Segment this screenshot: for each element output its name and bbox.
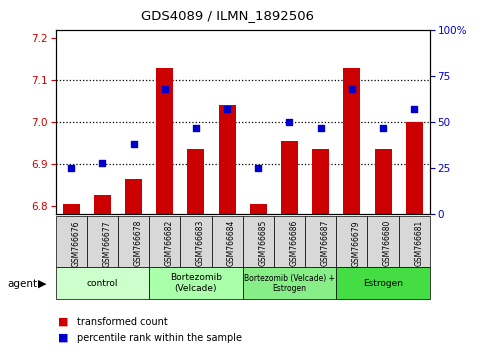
Bar (156, 68, 173, 214)
Text: percentile rank within the sample: percentile rank within the sample (77, 333, 242, 343)
Bar (398, 216, 430, 267)
Text: GSM766685: GSM766685 (258, 220, 267, 267)
Bar (63, 204, 80, 214)
Text: control: control (86, 279, 118, 288)
Bar (125, 179, 142, 214)
Point (223, 107, 231, 112)
Bar (336, 216, 368, 267)
Bar (218, 105, 236, 214)
Bar (87, 216, 118, 267)
Bar (312, 149, 329, 214)
Point (192, 125, 200, 131)
Bar (56, 216, 87, 267)
Bar (242, 267, 336, 299)
Point (317, 125, 325, 131)
Bar (274, 216, 305, 267)
Text: GSM766686: GSM766686 (289, 220, 298, 267)
Text: GDS4089 / ILMN_1892506: GDS4089 / ILMN_1892506 (141, 9, 313, 22)
Bar (149, 216, 180, 267)
Text: GSM766684: GSM766684 (227, 220, 236, 267)
Bar (56, 267, 149, 299)
Bar (94, 195, 111, 214)
Text: GSM766679: GSM766679 (352, 220, 361, 267)
Text: agent: agent (7, 279, 37, 289)
Bar (336, 267, 430, 299)
Text: GSM766683: GSM766683 (196, 220, 205, 267)
Text: Bortezomib (Velcade) +
Estrogen: Bortezomib (Velcade) + Estrogen (244, 274, 335, 293)
Text: Estrogen: Estrogen (363, 279, 403, 288)
Bar (368, 216, 398, 267)
Bar (149, 267, 242, 299)
Text: GSM766682: GSM766682 (165, 220, 174, 266)
Text: GSM766681: GSM766681 (414, 220, 423, 266)
Point (67, 165, 75, 171)
Text: GSM766678: GSM766678 (133, 220, 142, 267)
Point (255, 165, 262, 171)
Point (161, 86, 169, 92)
Point (379, 125, 387, 131)
Text: transformed count: transformed count (77, 317, 168, 327)
Point (285, 119, 293, 125)
Bar (180, 216, 212, 267)
Text: GSM766677: GSM766677 (102, 220, 112, 267)
Text: Bortezomib
(Velcade): Bortezomib (Velcade) (170, 274, 222, 293)
Bar (250, 204, 267, 214)
Point (99, 160, 106, 165)
Bar (118, 216, 149, 267)
Bar (242, 216, 274, 267)
Text: ■: ■ (58, 333, 69, 343)
Point (348, 86, 356, 92)
Bar (343, 68, 360, 214)
Point (129, 141, 137, 147)
Text: ▶: ▶ (38, 279, 46, 289)
Bar (305, 216, 336, 267)
Text: GSM766687: GSM766687 (321, 220, 330, 267)
Bar (281, 141, 298, 214)
Text: GSM766680: GSM766680 (383, 220, 392, 267)
Point (411, 107, 418, 112)
Bar (212, 216, 242, 267)
Text: GSM766676: GSM766676 (71, 220, 80, 267)
Bar (406, 122, 423, 214)
Text: ■: ■ (58, 317, 69, 327)
Bar (374, 149, 392, 214)
Bar (187, 149, 204, 214)
